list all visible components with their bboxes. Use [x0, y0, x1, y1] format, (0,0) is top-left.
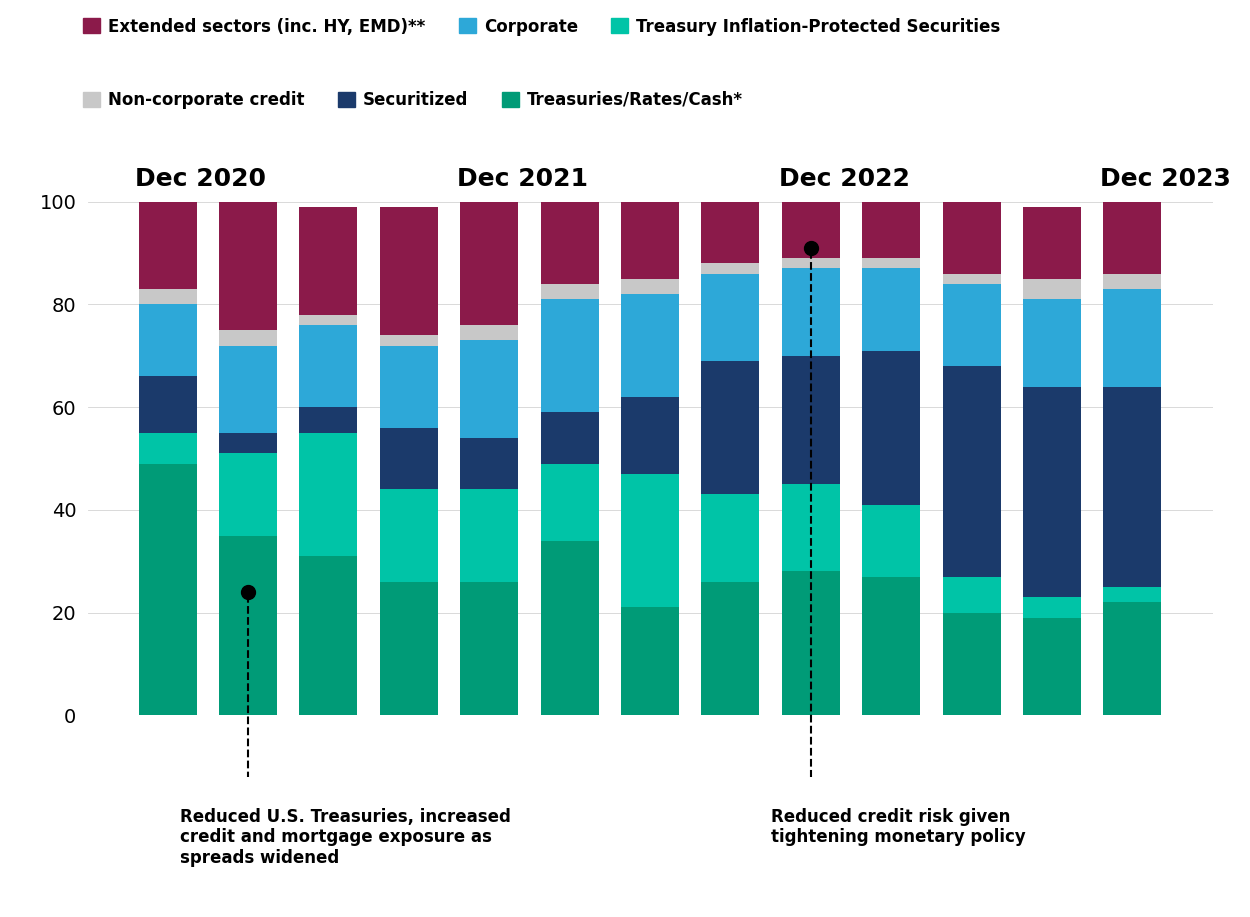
Bar [139, 433, 196, 464]
Bar [862, 259, 920, 269]
Bar [621, 279, 679, 294]
Bar [541, 192, 599, 284]
Bar [300, 433, 358, 556]
Bar [219, 196, 278, 330]
Bar [460, 325, 519, 340]
Text: Dec 2020: Dec 2020 [135, 168, 266, 192]
Bar [1022, 618, 1081, 715]
Bar [862, 577, 920, 715]
Bar [781, 259, 840, 269]
Bar [942, 613, 1000, 715]
Bar [541, 464, 599, 541]
Bar [621, 397, 679, 474]
Bar [219, 453, 278, 536]
Bar [1022, 207, 1081, 279]
Bar [219, 433, 278, 453]
Bar [541, 299, 599, 413]
Bar [942, 202, 1000, 273]
Bar [1104, 202, 1161, 273]
Bar [300, 207, 358, 315]
Legend: Non-corporate credit, Securitized, Treasuries/Rates/Cash*: Non-corporate credit, Securitized, Treas… [84, 91, 742, 109]
Bar [1022, 299, 1081, 387]
Bar [300, 315, 358, 325]
Bar [139, 464, 196, 715]
Bar [460, 340, 519, 438]
Bar [380, 581, 438, 715]
Bar [1104, 273, 1161, 289]
Bar [701, 494, 759, 581]
Bar [1104, 289, 1161, 387]
Bar [1022, 279, 1081, 299]
Bar [460, 581, 519, 715]
Bar [300, 556, 358, 715]
Bar [701, 581, 759, 715]
Bar [1104, 387, 1161, 587]
Bar [621, 294, 679, 397]
Bar [862, 202, 920, 259]
Bar [1022, 597, 1081, 618]
Bar [380, 336, 438, 346]
Bar [781, 356, 840, 484]
Bar [219, 330, 278, 346]
Bar [701, 361, 759, 494]
Bar [139, 289, 196, 304]
Bar [139, 196, 196, 289]
Bar [460, 438, 519, 490]
Bar [701, 273, 759, 361]
Bar [219, 536, 278, 715]
Bar [139, 376, 196, 433]
Text: Reduced U.S. Treasuries, increased
credit and mortgage exposure as
spreads widen: Reduced U.S. Treasuries, increased credi… [180, 808, 510, 867]
Bar [942, 366, 1000, 577]
Bar [1104, 587, 1161, 602]
Bar [862, 504, 920, 577]
Bar [862, 269, 920, 350]
Bar [781, 484, 840, 571]
Text: Dec 2021: Dec 2021 [458, 168, 588, 192]
Bar [460, 490, 519, 581]
Bar [300, 325, 358, 407]
Bar [460, 196, 519, 325]
Bar [942, 273, 1000, 284]
Bar [701, 263, 759, 273]
Bar [621, 196, 679, 279]
Bar [621, 474, 679, 607]
Bar [541, 541, 599, 715]
Bar [621, 607, 679, 715]
Bar [942, 577, 1000, 613]
Text: Dec 2022: Dec 2022 [779, 168, 910, 192]
Bar [380, 490, 438, 581]
Bar [541, 284, 599, 299]
Bar [300, 407, 358, 433]
Bar [380, 427, 438, 490]
Bar [380, 207, 438, 336]
Text: Dec 2023: Dec 2023 [1100, 168, 1231, 192]
Bar [781, 269, 840, 356]
Bar [541, 413, 599, 464]
Bar [380, 346, 438, 427]
Bar [701, 202, 759, 263]
Text: Reduced credit risk given
tightening monetary policy: Reduced credit risk given tightening mon… [770, 808, 1025, 846]
Bar [781, 571, 840, 715]
Bar [219, 346, 278, 433]
Bar [781, 196, 840, 259]
Legend: Extended sectors (inc. HY, EMD)**, Corporate, Treasury Inflation-Protected Secur: Extended sectors (inc. HY, EMD)**, Corpo… [84, 17, 1000, 36]
Bar [862, 350, 920, 504]
Bar [942, 284, 1000, 366]
Bar [1022, 387, 1081, 597]
Bar [139, 304, 196, 376]
Bar [1104, 602, 1161, 715]
